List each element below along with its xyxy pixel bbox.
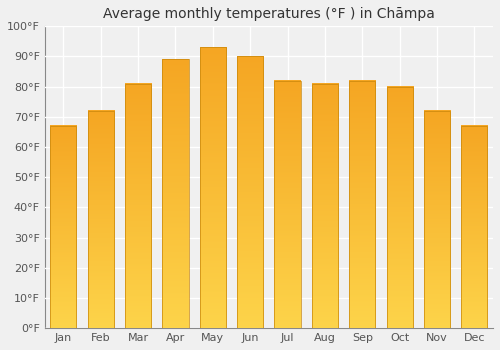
Bar xyxy=(462,126,487,328)
Bar xyxy=(274,80,300,328)
Bar xyxy=(386,87,412,328)
Bar xyxy=(312,84,338,328)
Bar xyxy=(125,84,151,328)
Bar xyxy=(237,56,264,328)
Bar xyxy=(50,126,76,328)
Bar xyxy=(162,60,188,328)
Bar xyxy=(349,80,376,328)
Title: Average monthly temperatures (°F ) in Chāmpa: Average monthly temperatures (°F ) in Ch… xyxy=(103,7,435,21)
Bar xyxy=(200,47,226,328)
Bar xyxy=(88,111,114,328)
Bar xyxy=(424,111,450,328)
